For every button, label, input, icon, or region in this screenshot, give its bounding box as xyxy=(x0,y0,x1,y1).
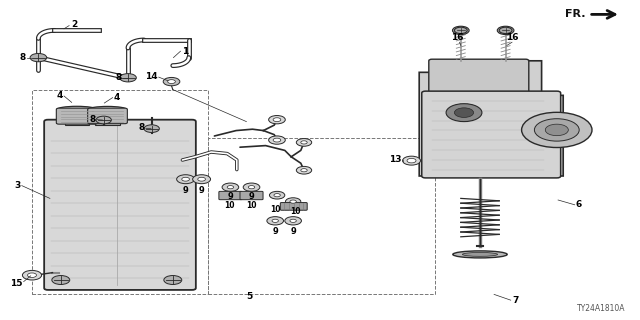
Circle shape xyxy=(28,273,36,277)
FancyBboxPatch shape xyxy=(240,191,263,200)
Circle shape xyxy=(22,270,42,280)
Circle shape xyxy=(301,141,307,144)
Circle shape xyxy=(301,169,307,172)
FancyBboxPatch shape xyxy=(44,120,196,290)
Text: 13: 13 xyxy=(389,156,402,164)
Bar xyxy=(95,112,120,125)
Bar xyxy=(32,90,208,294)
Circle shape xyxy=(168,80,175,84)
Text: 14: 14 xyxy=(145,72,157,81)
Ellipse shape xyxy=(57,106,97,113)
Text: 4: 4 xyxy=(114,93,120,102)
Text: 8: 8 xyxy=(19,53,26,62)
Circle shape xyxy=(290,219,296,222)
Circle shape xyxy=(267,217,284,225)
Text: 1: 1 xyxy=(182,47,188,56)
Circle shape xyxy=(248,186,255,189)
Text: 16: 16 xyxy=(451,33,464,42)
Circle shape xyxy=(534,119,579,141)
Circle shape xyxy=(522,112,592,148)
Circle shape xyxy=(272,219,278,222)
FancyBboxPatch shape xyxy=(219,191,242,200)
Circle shape xyxy=(52,276,70,284)
Text: 9: 9 xyxy=(228,192,233,201)
Circle shape xyxy=(273,138,281,142)
Circle shape xyxy=(120,74,136,82)
Circle shape xyxy=(164,276,182,284)
Circle shape xyxy=(454,108,474,117)
Circle shape xyxy=(285,217,301,225)
Text: 8: 8 xyxy=(90,115,96,124)
Text: 5: 5 xyxy=(246,292,253,301)
Text: 8: 8 xyxy=(115,73,122,82)
Text: 7: 7 xyxy=(512,296,518,305)
Circle shape xyxy=(296,139,312,146)
Text: 10: 10 xyxy=(270,205,280,214)
Ellipse shape xyxy=(453,251,507,258)
Circle shape xyxy=(296,166,312,174)
Text: 2: 2 xyxy=(72,20,78,29)
Circle shape xyxy=(274,194,280,197)
Text: 16: 16 xyxy=(506,33,518,42)
Circle shape xyxy=(269,136,285,144)
Circle shape xyxy=(273,118,281,122)
Text: 9: 9 xyxy=(249,192,254,201)
Circle shape xyxy=(193,175,211,184)
Circle shape xyxy=(407,158,416,163)
Text: 10: 10 xyxy=(224,201,234,210)
Circle shape xyxy=(285,198,301,205)
FancyBboxPatch shape xyxy=(429,59,529,97)
Text: 8: 8 xyxy=(138,124,145,132)
Text: 3: 3 xyxy=(14,181,20,190)
Circle shape xyxy=(545,124,568,136)
Ellipse shape xyxy=(88,107,127,112)
Text: 9: 9 xyxy=(183,186,188,195)
Text: 4: 4 xyxy=(56,92,63,100)
Circle shape xyxy=(222,183,239,191)
Circle shape xyxy=(163,77,180,86)
Text: FR.: FR. xyxy=(565,9,586,20)
Text: 9: 9 xyxy=(199,186,204,195)
Circle shape xyxy=(269,191,285,199)
Circle shape xyxy=(454,27,467,34)
Circle shape xyxy=(499,27,512,34)
Polygon shape xyxy=(419,61,563,176)
Text: 9: 9 xyxy=(273,227,278,236)
Circle shape xyxy=(452,26,469,35)
Circle shape xyxy=(144,125,159,132)
Circle shape xyxy=(198,177,205,181)
Circle shape xyxy=(96,116,111,124)
Bar xyxy=(65,112,89,125)
Text: 10: 10 xyxy=(246,201,257,210)
Circle shape xyxy=(227,186,234,189)
Text: 6: 6 xyxy=(576,200,582,209)
Circle shape xyxy=(30,53,47,62)
Circle shape xyxy=(182,177,189,181)
Circle shape xyxy=(269,116,285,124)
Circle shape xyxy=(403,156,420,165)
Circle shape xyxy=(243,183,260,191)
FancyBboxPatch shape xyxy=(280,203,307,210)
Text: 9: 9 xyxy=(291,227,296,236)
Circle shape xyxy=(290,200,296,203)
FancyBboxPatch shape xyxy=(422,91,561,178)
FancyBboxPatch shape xyxy=(88,108,127,124)
Circle shape xyxy=(177,175,195,184)
Text: 10: 10 xyxy=(290,207,300,216)
FancyBboxPatch shape xyxy=(56,108,97,124)
Text: TY24A1810A: TY24A1810A xyxy=(577,304,626,313)
Bar xyxy=(208,138,435,294)
Ellipse shape xyxy=(462,252,498,256)
Circle shape xyxy=(497,26,514,35)
Text: 15: 15 xyxy=(10,279,22,288)
Circle shape xyxy=(446,104,482,122)
